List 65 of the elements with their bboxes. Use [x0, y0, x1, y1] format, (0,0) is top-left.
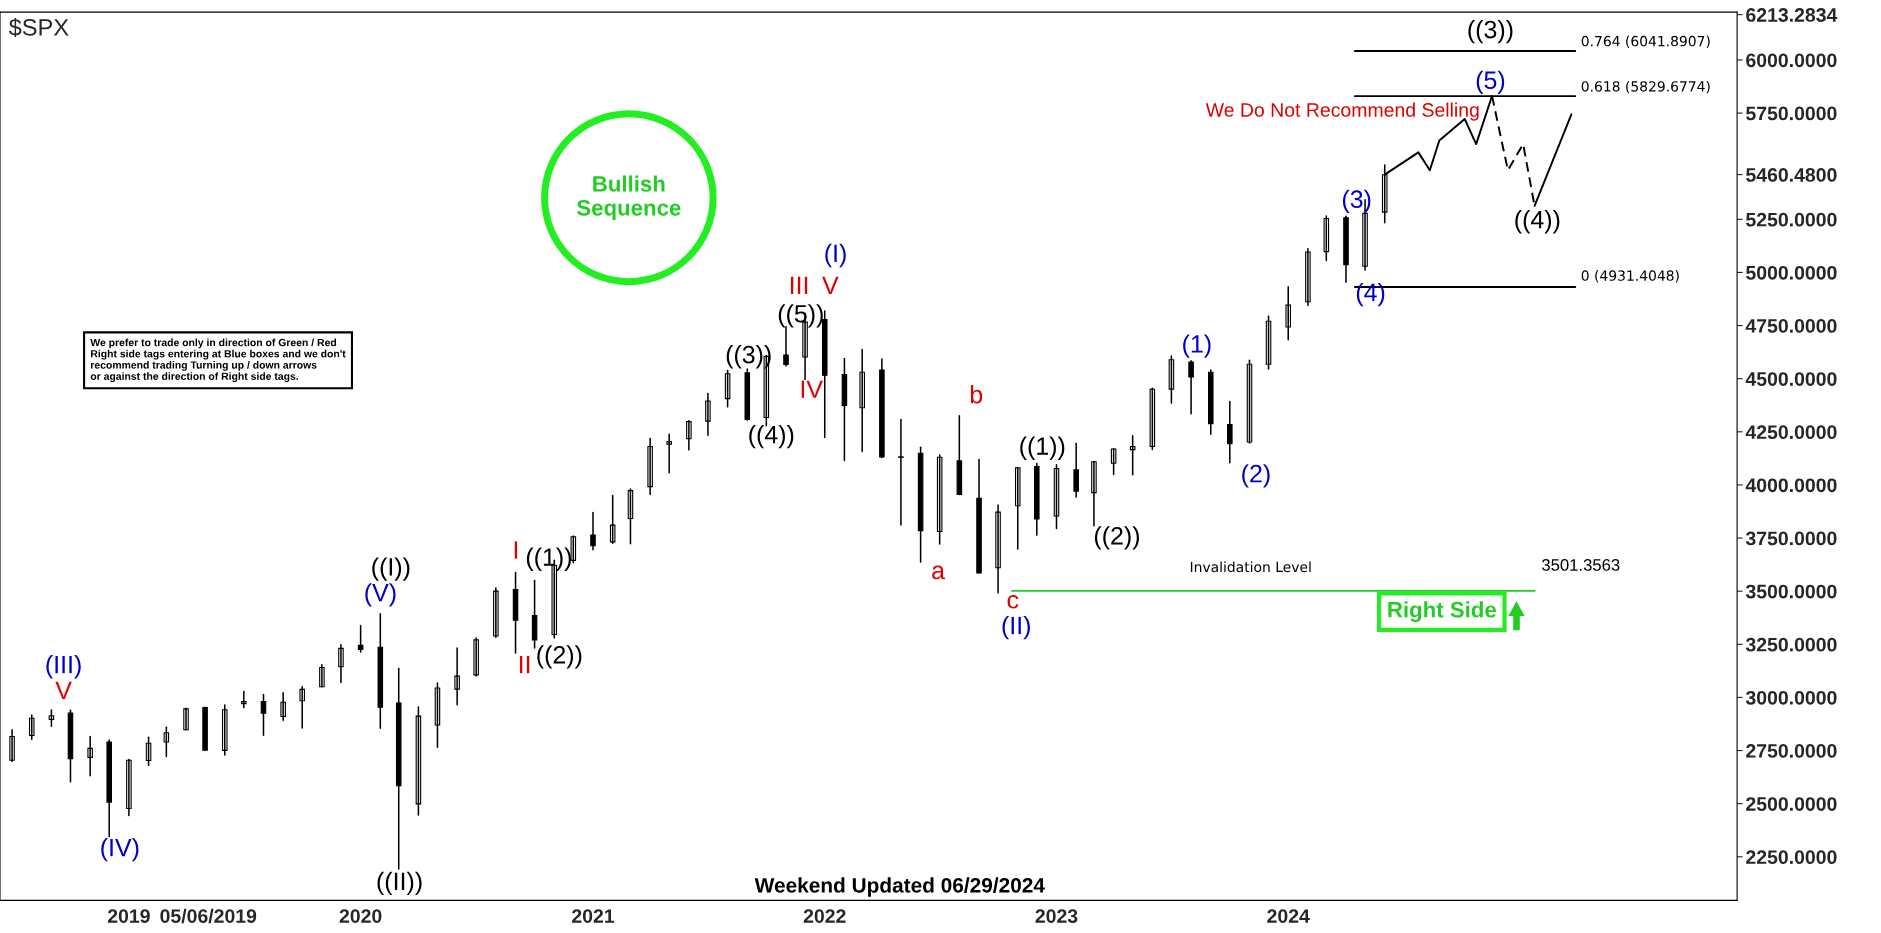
y-tick-label: 2750.0000	[1746, 744, 1837, 758]
annotation: ((3))	[1468, 20, 1513, 44]
y-tick-label: 5000.0000	[1746, 265, 1837, 280]
annotation: ((I))	[372, 557, 410, 581]
annotation: Right Side	[1388, 601, 1496, 623]
y-tick-label: 6213.2834	[1746, 8, 1838, 22]
y-tick-label: 5460.4800	[1746, 168, 1837, 182]
annotation: Weekend Updated 06/29/2024	[754, 877, 1045, 897]
annotation: 3501.3563	[1542, 559, 1620, 571]
annotation: II	[519, 656, 530, 674]
y-tick-label: 6000.0000	[1746, 53, 1837, 68]
y-tick-label: 3250.0000	[1745, 637, 1837, 652]
annotation: (5)	[1476, 70, 1505, 94]
y-tick-label: 3500.0000	[1745, 584, 1837, 599]
annotation: ((3))	[726, 345, 771, 369]
y-tick-label: 4000.0000	[1745, 478, 1837, 493]
y-tick-label: 4750.0000	[1745, 319, 1837, 333]
annotation: (III)	[46, 655, 81, 679]
annotation: c	[1007, 594, 1019, 609]
x-tick-label: 2020	[339, 909, 382, 923]
x-tick-label: 2021	[572, 909, 615, 923]
x-tick-label: 2022	[803, 909, 846, 923]
annotation: V	[55, 681, 72, 699]
y-tick-label: 3750.0000	[1745, 531, 1837, 546]
annotation: V	[822, 276, 839, 294]
y-tick-label: 3000.0000	[1745, 690, 1837, 705]
y-tick-label: 4250.0000	[1745, 425, 1837, 440]
annotation: (V)	[365, 583, 396, 607]
annotation: (3)	[1342, 189, 1371, 213]
x-tick-label: 05/06/2019	[160, 908, 257, 924]
annotation: (IV)	[101, 838, 139, 862]
x-tick-label: 2019	[107, 909, 150, 923]
annotation: 0.764 (6041.8907)	[1581, 35, 1710, 48]
annotation: b	[970, 385, 983, 404]
annotation: a	[932, 565, 945, 580]
annotation: III	[790, 276, 808, 294]
annotation: (1)	[1183, 334, 1211, 358]
annotation: (4)	[1356, 282, 1385, 307]
annotation: ((4))	[1515, 210, 1560, 234]
annotation: Invalidation Level	[1190, 561, 1311, 573]
annotation: (2)	[1242, 464, 1270, 488]
annotation: ((1))	[1020, 436, 1065, 460]
x-tick-label: 2024	[1267, 909, 1310, 923]
annotation: 0.618 (5829.6774)	[1581, 80, 1710, 94]
annotation: ((II))	[377, 871, 422, 896]
annotation: I	[514, 541, 518, 559]
x-tick-label: 2023	[1035, 909, 1078, 923]
y-tick-label: 5250.0000	[1746, 212, 1837, 227]
y-tick-label: 2250.0000	[1746, 850, 1837, 865]
annotation: We prefer to trade only in direction of Green / Red Right side tags entering at Blue boxes and we don't recommend trading Turning up / down arrows or against the direction of Right side tags.	[90, 338, 346, 383]
annotation: ((5))	[778, 304, 823, 328]
annotation: (II)	[1002, 616, 1030, 640]
annotation: ((2))	[1094, 526, 1140, 550]
annotation: ((1))	[526, 547, 571, 571]
y-tick-label: 5750.0000	[1746, 106, 1837, 121]
y-tick-label: 2500.0000	[1746, 797, 1837, 811]
y-tick-label: 4500.0000	[1745, 372, 1837, 386]
annotation: ((4))	[749, 425, 794, 449]
chart-title: $SPX	[8, 17, 69, 38]
annotation: ((2))	[537, 645, 582, 669]
annotation: We Do Not Recommend Selling	[1205, 102, 1479, 121]
annotation: IV	[801, 380, 823, 398]
annotation: Bullish Sequence	[576, 175, 681, 221]
annotation: 0 (4931.4048)	[1581, 270, 1679, 283]
annotation: (I)	[825, 243, 846, 268]
